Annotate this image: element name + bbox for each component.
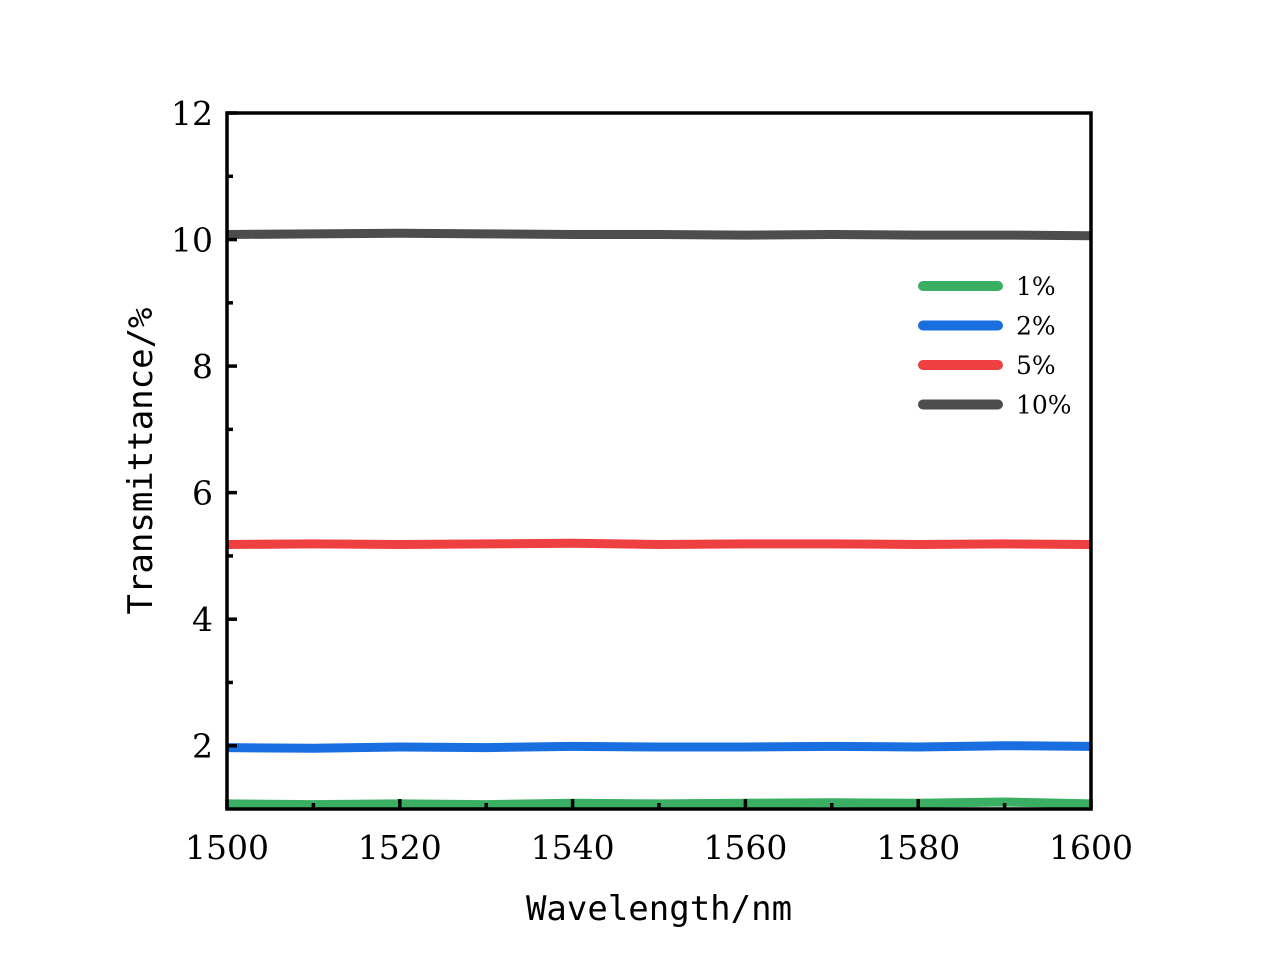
- x-tick-label: 1580: [876, 828, 960, 867]
- x-tick-label: 1600: [1049, 828, 1133, 867]
- x-tick-label: 1540: [531, 828, 615, 867]
- y-tick-label: 8: [192, 347, 213, 386]
- y-tick-label: 4: [192, 600, 213, 639]
- x-tick-label: 1560: [703, 828, 787, 867]
- legend-label-1: 1%: [1016, 272, 1056, 301]
- legend-label-2: 2%: [1016, 312, 1056, 341]
- y-tick-label: 10: [171, 221, 213, 260]
- y-tick-label: 2: [192, 727, 213, 766]
- series-line-2: [226, 741, 1092, 753]
- series-line-3: [226, 538, 1092, 549]
- x-axis-label: Wavelength/nm: [526, 889, 792, 929]
- legend-label-4: 10%: [1016, 391, 1072, 420]
- y-tick-label: 12: [171, 94, 213, 133]
- x-tick-label: 1500: [185, 828, 269, 867]
- series-line-4: [226, 228, 1092, 241]
- plot-frame: [225, 111, 1093, 811]
- x-tick-label: 1520: [358, 828, 442, 867]
- ticks-layer: [225, 111, 1093, 809]
- y-tick-label: 6: [192, 474, 213, 513]
- legend: 1% 2% 5% 10%: [918, 272, 1072, 420]
- tick-labels-layer: 1500 1520 1540 1560 1580 1600 2 4 6 8 10 12: [171, 94, 1133, 867]
- series-layer: [226, 228, 1092, 810]
- y-axis-label: Transmittance/%: [121, 307, 161, 614]
- legend-label-3: 5%: [1016, 351, 1056, 380]
